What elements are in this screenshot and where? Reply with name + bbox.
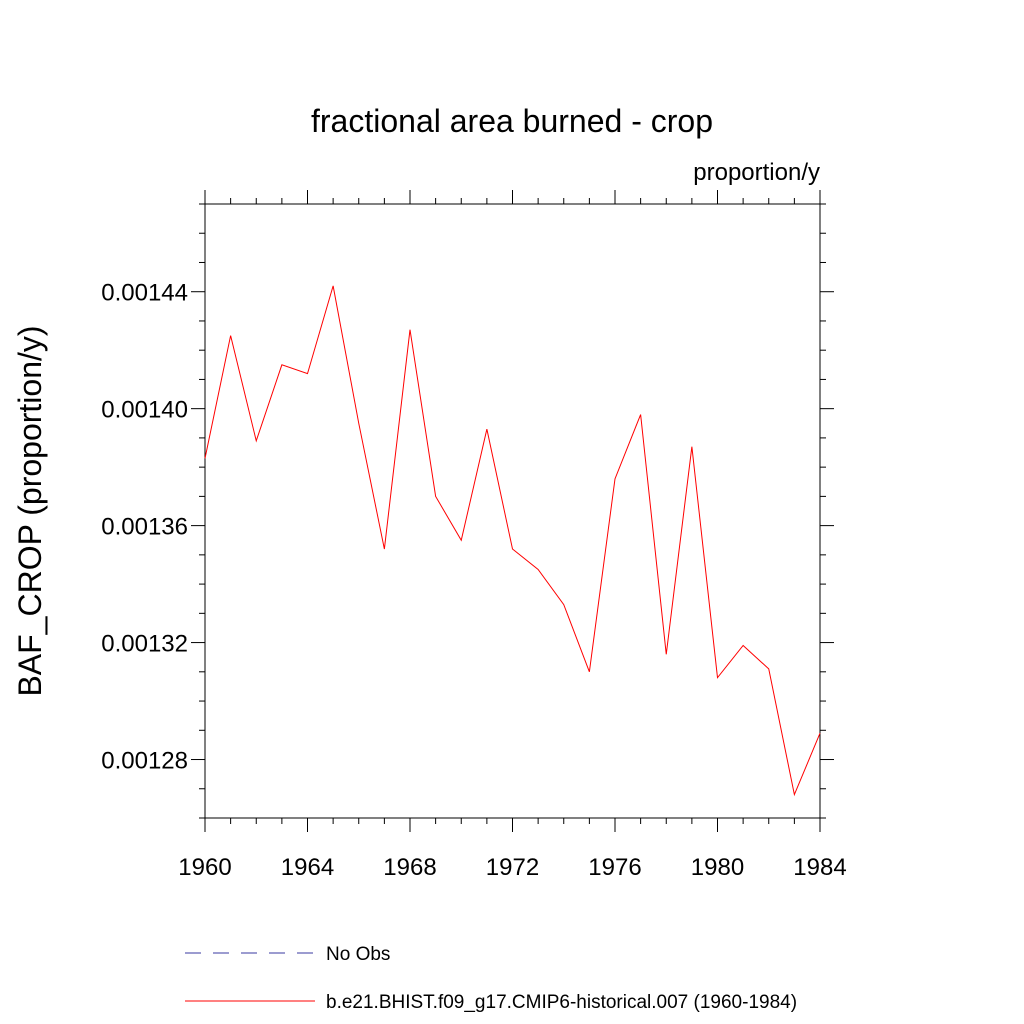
y-tick-label: 0.00136 [101,514,188,541]
y-tick-label: 0.00132 [101,631,188,658]
x-tick-label: 1968 [383,854,436,881]
legend: No Obs b.e21.BHIST.f09_g17.CMIP6-histori… [185,944,797,1013]
y-tick-label: 0.00140 [101,397,188,424]
series-lines [204,285,821,797]
y-tick-label: 0.00128 [101,748,188,775]
legend-label-model: b.e21.BHIST.f09_g17.CMIP6-historical.007… [326,992,797,1013]
y-tick-labels: 0.00128 0.00132 0.00136 0.00140 0.00144 [101,280,188,775]
plot-frame [204,203,821,819]
series-line-1 [204,285,821,797]
x-tick-label: 1980 [691,854,744,881]
x-tick-label: 1976 [588,854,641,881]
y-axis-label: BAF_CROP (proportion/y) [12,325,48,696]
units-label: proportion/y [693,159,820,186]
x-tick-label: 1984 [793,854,846,881]
x-tick-label: 1964 [281,854,334,881]
axis-ticks [191,190,834,832]
legend-label-no-obs: No Obs [326,944,390,965]
x-tick-label: 1972 [486,854,539,881]
chart-title: fractional area burned - crop [311,103,713,139]
y-tick-label: 0.00144 [101,280,188,307]
x-tick-label: 1960 [178,854,231,881]
x-tick-labels: 1960 1964 1968 1972 1976 1980 1984 [178,854,846,881]
